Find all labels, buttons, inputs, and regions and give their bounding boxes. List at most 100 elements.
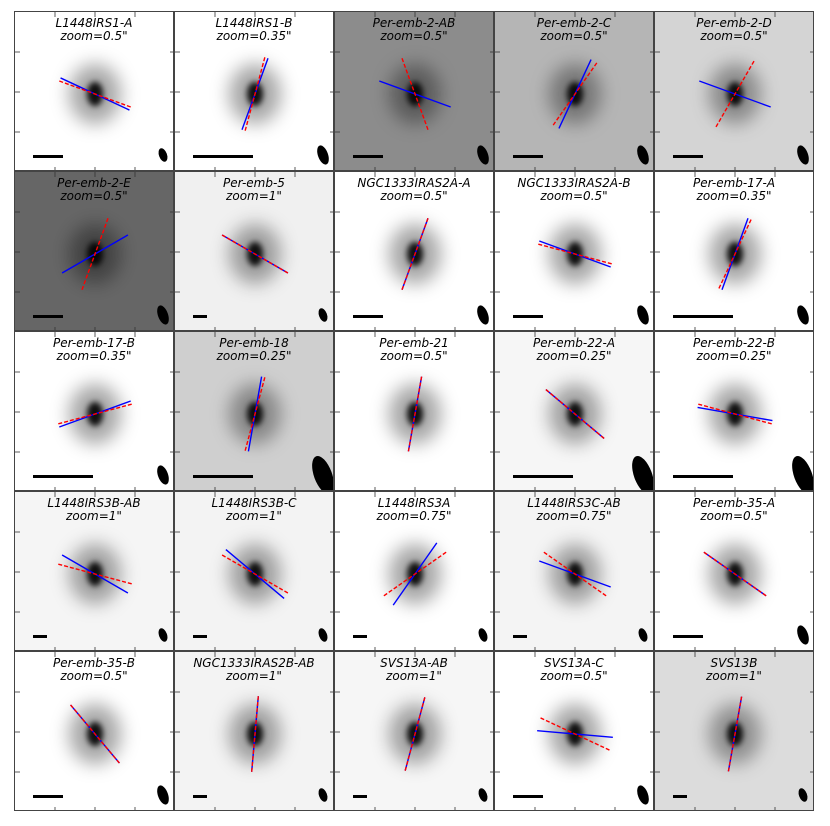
panel-16: L1448IRS3B-C zoom=1" bbox=[174, 491, 334, 651]
panel-title: Per-emb-35-A bbox=[692, 496, 776, 510]
direction-line-red bbox=[59, 80, 131, 108]
panel-zoom: zoom=0.5" bbox=[700, 509, 768, 523]
panel-12: Per-emb-21 zoom=0.5" bbox=[334, 331, 494, 491]
panel-17: L1448IRS3A zoom=0.75" bbox=[334, 491, 494, 651]
scale-bar bbox=[353, 155, 383, 158]
direction-line-red bbox=[401, 218, 429, 290]
direction-line-red bbox=[715, 60, 755, 128]
panel-title: Per-emb-18 bbox=[219, 336, 289, 350]
panel-20: Per-emb-35-B zoom=0.5" bbox=[14, 651, 174, 811]
beam-ellipse bbox=[157, 785, 169, 805]
panel-image bbox=[335, 172, 493, 330]
scale-bar bbox=[193, 475, 253, 478]
panel-title: NGC1333IRAS2A-A bbox=[357, 176, 471, 190]
direction-line-red bbox=[221, 554, 289, 594]
direction-line-red bbox=[540, 717, 610, 751]
panel-3: Per-emb-2-C zoom=0.5" bbox=[494, 11, 654, 171]
panel-title: Per-emb-22-B bbox=[692, 336, 776, 350]
figure-grid: L1448IRS1-A zoom=0.5" L1448IRS1-B zoom=0.35… bbox=[14, 11, 814, 811]
panel-24: SVS13B zoom=1" bbox=[654, 651, 814, 811]
beam-ellipse bbox=[158, 148, 168, 162]
panel-zoom: zoom=1" bbox=[226, 669, 282, 683]
panel-image bbox=[495, 332, 653, 490]
beam-ellipse bbox=[318, 788, 328, 802]
panel-title: SVS13B bbox=[710, 656, 758, 670]
panel-zoom: zoom=1" bbox=[66, 509, 122, 523]
panel-image bbox=[15, 492, 173, 650]
panel-6: Per-emb-5 zoom=1" bbox=[174, 171, 334, 331]
panel-image bbox=[335, 332, 493, 490]
panel-zoom: zoom=0.5" bbox=[60, 189, 128, 203]
panel-image bbox=[335, 492, 493, 650]
panel-19: Per-emb-35-A zoom=0.5" bbox=[654, 491, 814, 651]
panel-9: Per-emb-17-A zoom=0.35" bbox=[654, 171, 814, 331]
scale-bar bbox=[513, 155, 543, 158]
panel-zoom: zoom=0.25" bbox=[696, 349, 772, 363]
scale-bar bbox=[353, 795, 367, 798]
panel-zoom: zoom=0.5" bbox=[700, 29, 768, 43]
panel-23: SVS13A-C zoom=0.5" bbox=[494, 651, 654, 811]
beam-ellipse bbox=[477, 305, 489, 325]
direction-line-red bbox=[58, 563, 132, 585]
panel-title: Per-emb-2-C bbox=[536, 16, 612, 30]
panel-title: Per-emb-2-D bbox=[696, 16, 772, 30]
beam-ellipse bbox=[157, 305, 169, 325]
beam-ellipse bbox=[478, 788, 488, 802]
panel-title: NGC1333IRAS2A-B bbox=[517, 176, 631, 190]
panel-zoom: zoom=1" bbox=[226, 189, 282, 203]
panel-title: NGC1333IRAS2B-AB bbox=[193, 656, 315, 670]
scale-bar bbox=[33, 155, 63, 158]
panel-title: Per-emb-22-A bbox=[532, 336, 616, 350]
panel-image bbox=[175, 12, 333, 170]
panel-15: L1448IRS3B-AB zoom=1" bbox=[14, 491, 174, 651]
scale-bar bbox=[33, 795, 63, 798]
scale-bar bbox=[673, 155, 703, 158]
panel-10: Per-emb-17-B zoom=0.35" bbox=[14, 331, 174, 491]
direction-line-red bbox=[538, 243, 612, 265]
panel-11: Per-emb-18 zoom=0.25" bbox=[174, 331, 334, 491]
beam-ellipse bbox=[632, 455, 653, 490]
panel-image bbox=[495, 652, 653, 810]
panel-image bbox=[655, 12, 813, 170]
panel-2: Per-emb-2-AB zoom=0.5" bbox=[334, 11, 494, 171]
panel-image bbox=[655, 652, 813, 810]
direction-line-red bbox=[221, 234, 289, 274]
beam-ellipse bbox=[797, 305, 809, 325]
panel-zoom: zoom=0.35" bbox=[216, 29, 292, 43]
panel-image bbox=[655, 172, 813, 330]
panel-21: NGC1333IRAS2B-AB zoom=1" bbox=[174, 651, 334, 811]
panel-image bbox=[175, 172, 333, 330]
beam-ellipse bbox=[318, 628, 328, 642]
panel-image bbox=[335, 652, 493, 810]
scale-bar bbox=[353, 315, 383, 318]
panel-title: Per-emb-17-B bbox=[52, 336, 136, 350]
panel-title: Per-emb-21 bbox=[379, 336, 449, 350]
scale-bar bbox=[673, 315, 733, 318]
beam-ellipse bbox=[478, 628, 488, 642]
beam-ellipse bbox=[317, 145, 329, 165]
panel-18: L1448IRS3C-AB zoom=0.75" bbox=[494, 491, 654, 651]
panel-title: SVS13A-C bbox=[544, 656, 604, 670]
panel-zoom: zoom=0.35" bbox=[696, 189, 772, 203]
panel-zoom: zoom=0.35" bbox=[56, 349, 132, 363]
direction-line-red bbox=[250, 696, 260, 772]
panel-zoom: zoom=1" bbox=[706, 669, 762, 683]
panel-image bbox=[15, 652, 173, 810]
direction-line-red bbox=[698, 403, 772, 425]
scale-bar bbox=[33, 315, 63, 318]
beam-ellipse bbox=[158, 628, 168, 642]
beam-ellipse bbox=[797, 625, 809, 645]
direction-line-red bbox=[70, 704, 120, 764]
beam-ellipse bbox=[797, 145, 809, 165]
panel-zoom: zoom=1" bbox=[226, 509, 282, 523]
panel-title: Per-emb-2-E bbox=[57, 176, 131, 190]
direction-line-red bbox=[81, 218, 109, 290]
scale-bar bbox=[513, 475, 573, 478]
beam-ellipse bbox=[318, 308, 328, 322]
direction-line-red bbox=[552, 62, 598, 126]
panel-title: L1448IRS1-B bbox=[215, 16, 293, 30]
panel-14: Per-emb-22-B zoom=0.25" bbox=[654, 331, 814, 491]
panel-zoom: zoom=0.5" bbox=[540, 189, 608, 203]
panel-zoom: zoom=0.5" bbox=[540, 669, 608, 683]
direction-line-red bbox=[703, 551, 767, 597]
